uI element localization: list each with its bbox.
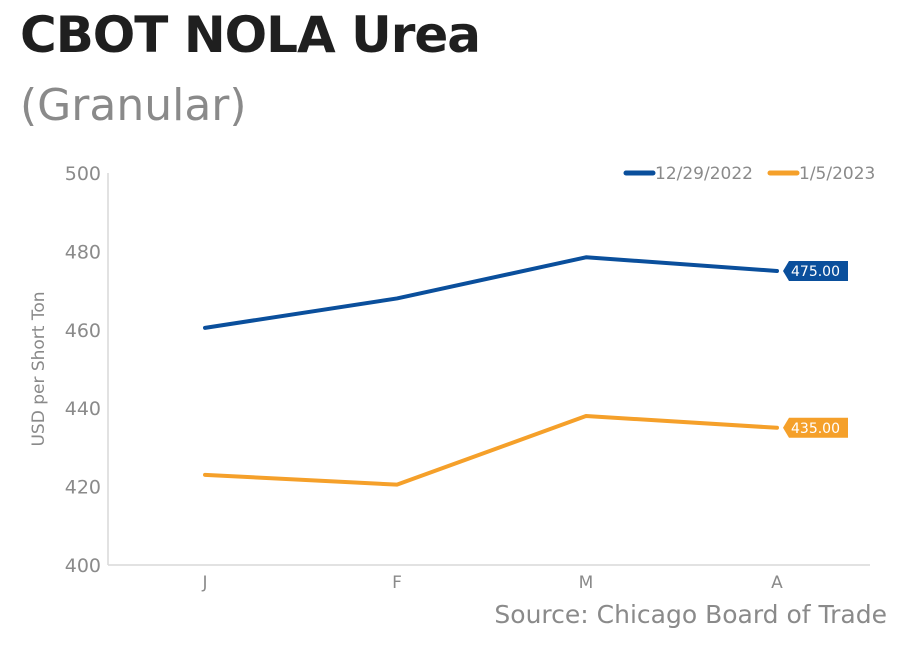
y-tick-label: 480: [65, 241, 101, 263]
y-tick-label: 460: [65, 320, 101, 342]
data-label: 475.00: [791, 264, 840, 280]
x-tick-label: M: [579, 573, 594, 593]
y-tick-label: 400: [65, 555, 101, 577]
series-line-2: [203, 414, 779, 487]
legend-label: 12/29/2022: [655, 164, 753, 184]
x-tick-label: F: [392, 573, 402, 593]
data-label-tag: [783, 261, 848, 281]
y-tick-label: 440: [65, 398, 101, 420]
y-axis-title: USD per Short Ton: [29, 291, 49, 446]
y-tick-label: 500: [65, 163, 101, 185]
series-line-1: [203, 255, 779, 330]
x-tick-label: J: [201, 573, 207, 593]
legend-label: 1/5/2023: [799, 164, 875, 184]
line-chart: 400 420 440 460 480 500 USD per Short Ton J F M A 4…: [29, 163, 875, 593]
y-tick-label: 420: [65, 477, 101, 499]
chart-subtitle: (Granular): [20, 80, 247, 131]
data-label-tag: [783, 417, 848, 438]
source-note: Source: Chicago Board of Trade: [494, 600, 887, 629]
x-tick-label: A: [771, 573, 783, 593]
data-label: 435.00: [791, 421, 840, 437]
chart-title: CBOT NOLA Urea: [20, 6, 481, 64]
